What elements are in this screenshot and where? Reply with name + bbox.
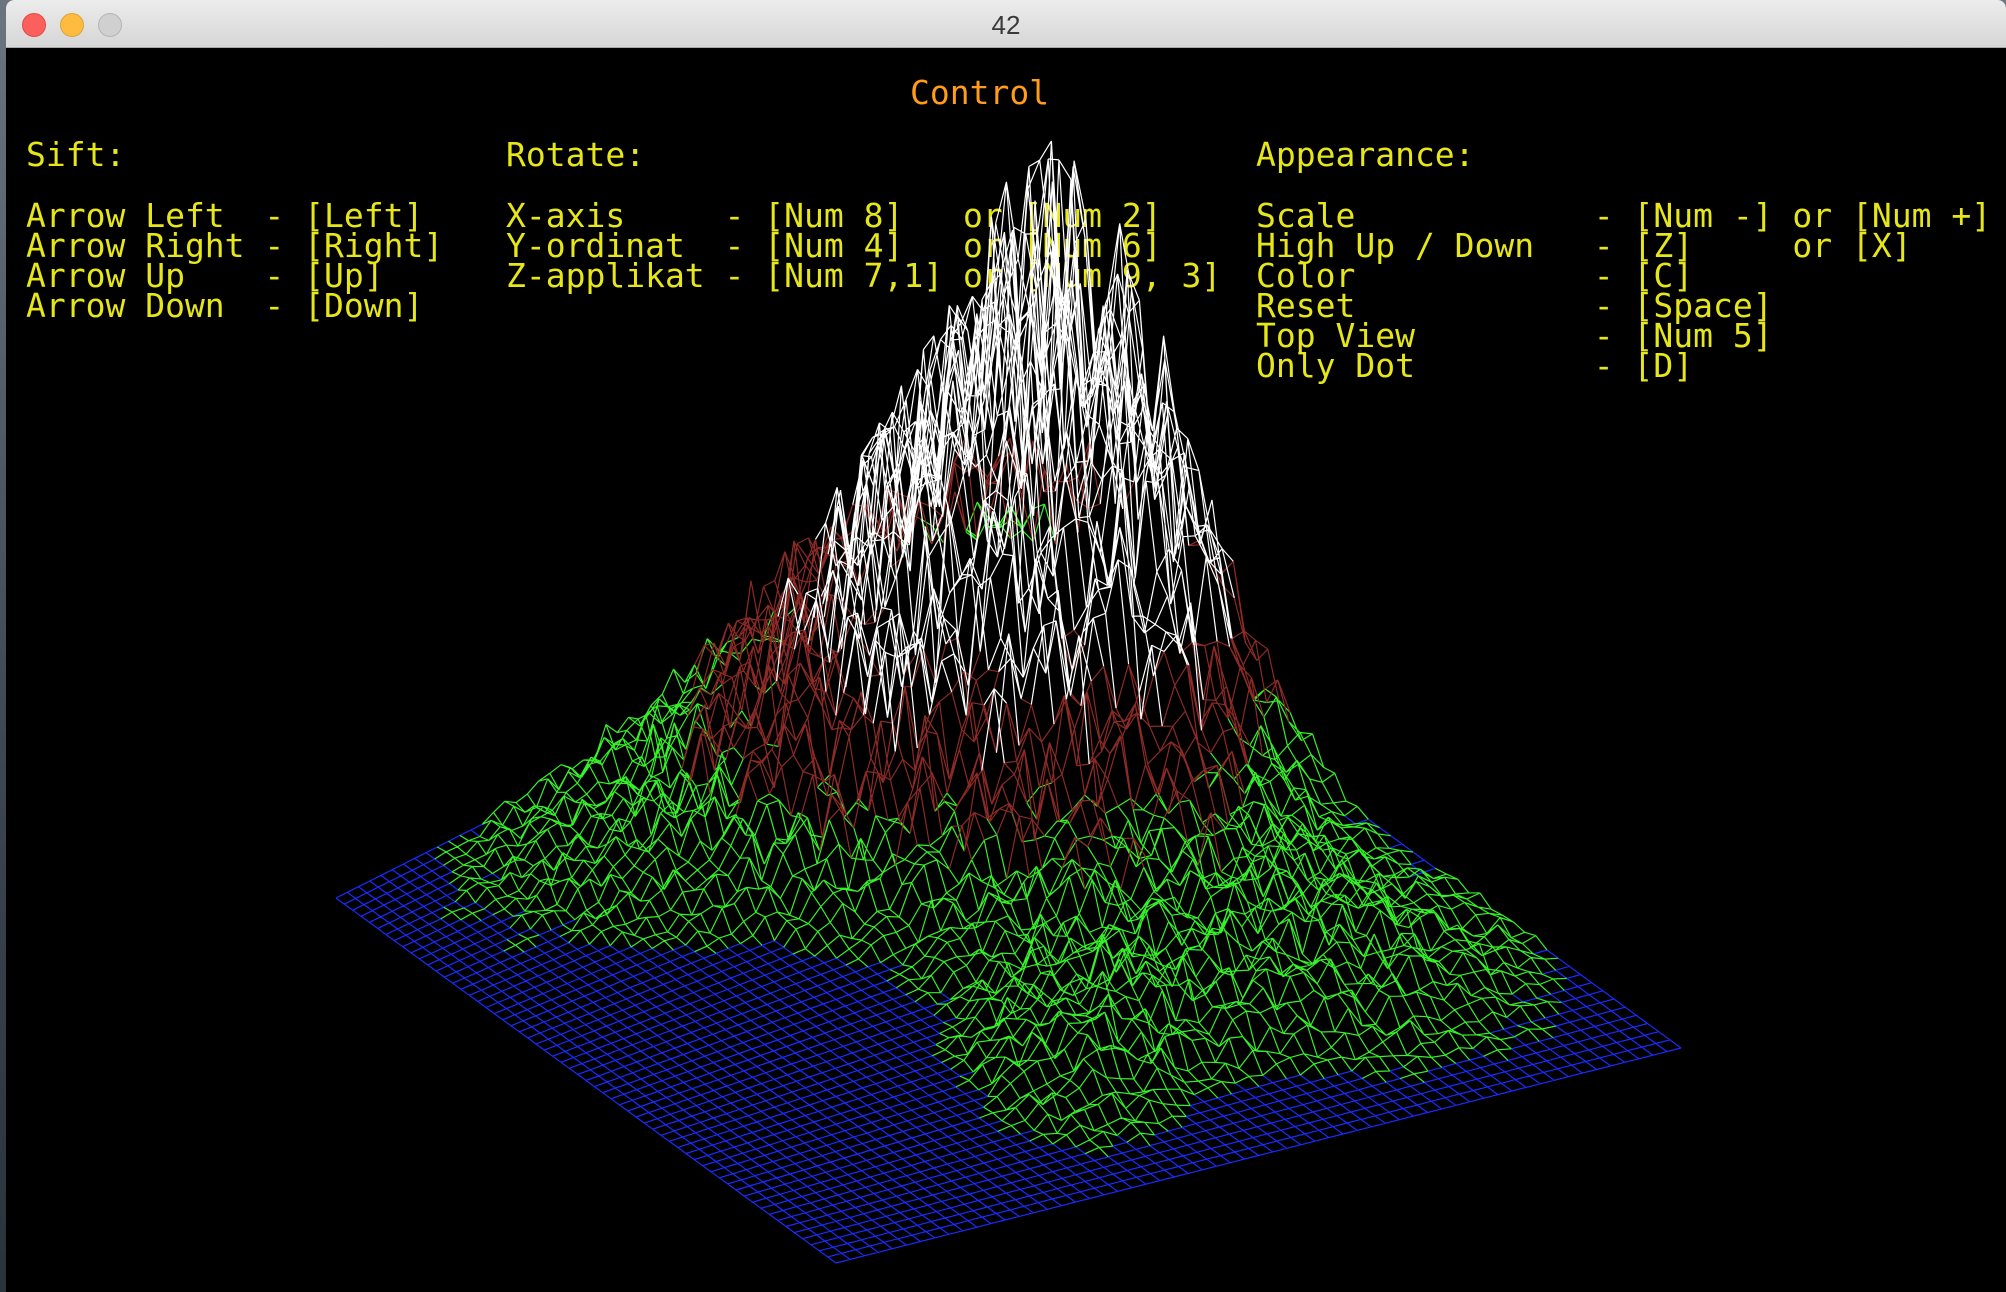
sift-line: Arrow Down - [Down] (26, 286, 424, 325)
rotate-line: Z-applikat - [Num 7,1] or [Num 9, 3] (506, 256, 1222, 295)
appearance-line: Scale - [Num -] or [Num +] (1256, 196, 1992, 235)
close-button[interactable] (22, 13, 46, 37)
sift-line: Arrow Left - [Left] (26, 196, 424, 235)
appearance-line: Only Dot - [D] (1256, 346, 1694, 385)
terrain-layer (434, 501, 1567, 1158)
terrain-wireframe[interactable] (6, 48, 2006, 1292)
terrain-layer (335, 815, 1682, 1264)
terrain-layer (775, 140, 1235, 771)
window-title: 42 (991, 10, 1021, 40)
title-bar[interactable]: 42 (6, 0, 2006, 48)
appearance-line: Color - [C] (1256, 256, 1694, 295)
appearance-line: High Up / Down - [Z] or [X] (1256, 226, 1912, 265)
minimize-button[interactable] (60, 13, 84, 37)
rotate-line: X-axis - [Num 8] or [Num 2] (506, 196, 1162, 235)
zoom-button[interactable] (98, 13, 122, 37)
sift-line: Arrow Right - [Right] (26, 226, 444, 265)
appearance-line: Top View - [Num 5] (1256, 316, 1773, 355)
control-heading: Control (910, 73, 1050, 112)
rotate-title: Rotate: (506, 135, 646, 174)
sift-line: Arrow Up - [Up] (26, 256, 384, 295)
fdf-window: 42 Control Sift: Arrow Left - [Left] Arr… (6, 0, 2006, 1292)
appearance-title: Appearance: (1256, 135, 1475, 174)
appearance-line: Reset - [Space] (1256, 286, 1773, 325)
sift-title: Sift: (26, 135, 126, 174)
